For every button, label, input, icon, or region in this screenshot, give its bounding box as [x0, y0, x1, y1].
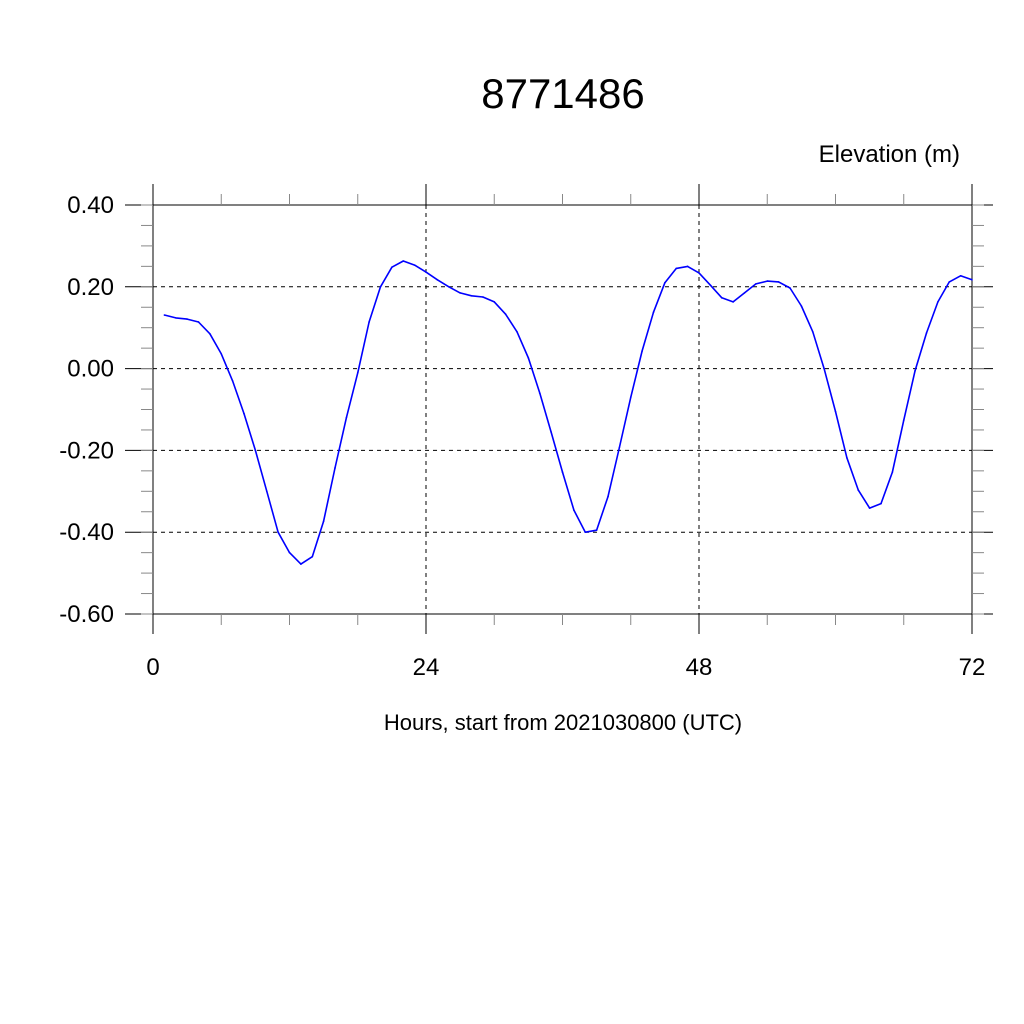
data-point	[368, 321, 370, 323]
data-point	[265, 490, 268, 493]
data-point	[857, 489, 860, 491]
y-tick-label: -0.60	[59, 601, 114, 628]
data-point	[902, 419, 905, 421]
data-point	[811, 330, 814, 333]
data-point	[732, 301, 734, 303]
data-point	[174, 317, 177, 319]
y-tick-label: 0.20	[67, 274, 114, 301]
y-tick-label: 0.00	[67, 356, 114, 383]
data-point	[300, 563, 302, 565]
data-point	[493, 301, 496, 303]
data-point	[664, 281, 666, 284]
x-tick-label: 0	[146, 654, 159, 681]
data-point	[595, 529, 598, 531]
data-point	[561, 471, 564, 473]
data-point	[698, 272, 700, 274]
data-point	[550, 431, 552, 433]
data-point	[629, 396, 632, 399]
data-point	[652, 311, 655, 313]
series-group	[163, 260, 973, 565]
data-point	[891, 471, 894, 473]
data-point	[402, 260, 405, 262]
data-point	[755, 283, 757, 285]
data-point	[254, 449, 257, 452]
data-point	[766, 280, 769, 282]
data-point	[527, 357, 530, 359]
data-point	[504, 313, 507, 316]
data-point	[686, 265, 689, 268]
data-point	[209, 333, 211, 335]
data-point	[413, 264, 416, 266]
data-point	[800, 305, 803, 307]
data-point	[356, 371, 359, 374]
data-point	[584, 531, 587, 533]
data-point	[948, 281, 951, 283]
series-line	[164, 260, 973, 565]
y-tick-label: -0.20	[59, 437, 114, 464]
data-point	[823, 367, 825, 370]
data-point	[777, 281, 780, 283]
data-point	[971, 279, 973, 281]
data-point	[186, 318, 188, 320]
data-point	[345, 416, 348, 419]
data-point	[459, 292, 461, 294]
data-point	[470, 294, 473, 297]
axes	[125, 184, 993, 634]
data-point	[391, 266, 393, 268]
tick-labels: 0.40 0.20 0.00 -0.20 -0.40 -0.60 0 24 48 72	[59, 192, 985, 681]
data-point	[288, 551, 291, 554]
data-point	[868, 507, 871, 509]
data-point	[379, 286, 382, 288]
data-point	[311, 555, 314, 558]
data-point	[618, 446, 621, 449]
x-tick-label: 48	[686, 654, 713, 681]
data-point	[447, 286, 450, 288]
x-tick-label: 72	[959, 654, 986, 681]
data-point	[607, 495, 609, 498]
data-point	[914, 369, 916, 372]
y-tick-label: 0.40	[67, 192, 114, 219]
chart-title: 8771486	[481, 70, 645, 117]
data-point	[482, 296, 484, 298]
data-point	[163, 314, 166, 316]
data-point	[436, 279, 439, 281]
data-point	[834, 410, 837, 413]
data-point	[959, 274, 962, 277]
data-point	[231, 380, 234, 382]
x-axis-label: Hours, start from 2021030800 (UTC)	[384, 710, 742, 735]
data-point	[220, 353, 223, 355]
data-point	[243, 412, 245, 415]
data-point	[925, 332, 928, 334]
data-point	[709, 284, 712, 286]
data-point	[720, 297, 723, 299]
data-point	[880, 502, 882, 505]
data-point	[675, 267, 678, 270]
data-point	[197, 321, 200, 323]
data-point	[322, 520, 325, 522]
y-axis-label: Elevation (m)	[819, 141, 960, 168]
data-point	[516, 330, 518, 333]
data-point	[743, 292, 746, 294]
data-point	[573, 509, 575, 511]
data-point	[789, 287, 791, 289]
y-tick-label: -0.40	[59, 519, 114, 546]
data-point	[641, 350, 643, 352]
data-point	[846, 456, 848, 459]
data-point	[937, 301, 939, 303]
x-tick-label: 24	[413, 654, 440, 681]
data-point	[538, 392, 541, 394]
data-point	[277, 531, 279, 533]
data-point	[425, 271, 427, 273]
data-point	[334, 467, 336, 469]
